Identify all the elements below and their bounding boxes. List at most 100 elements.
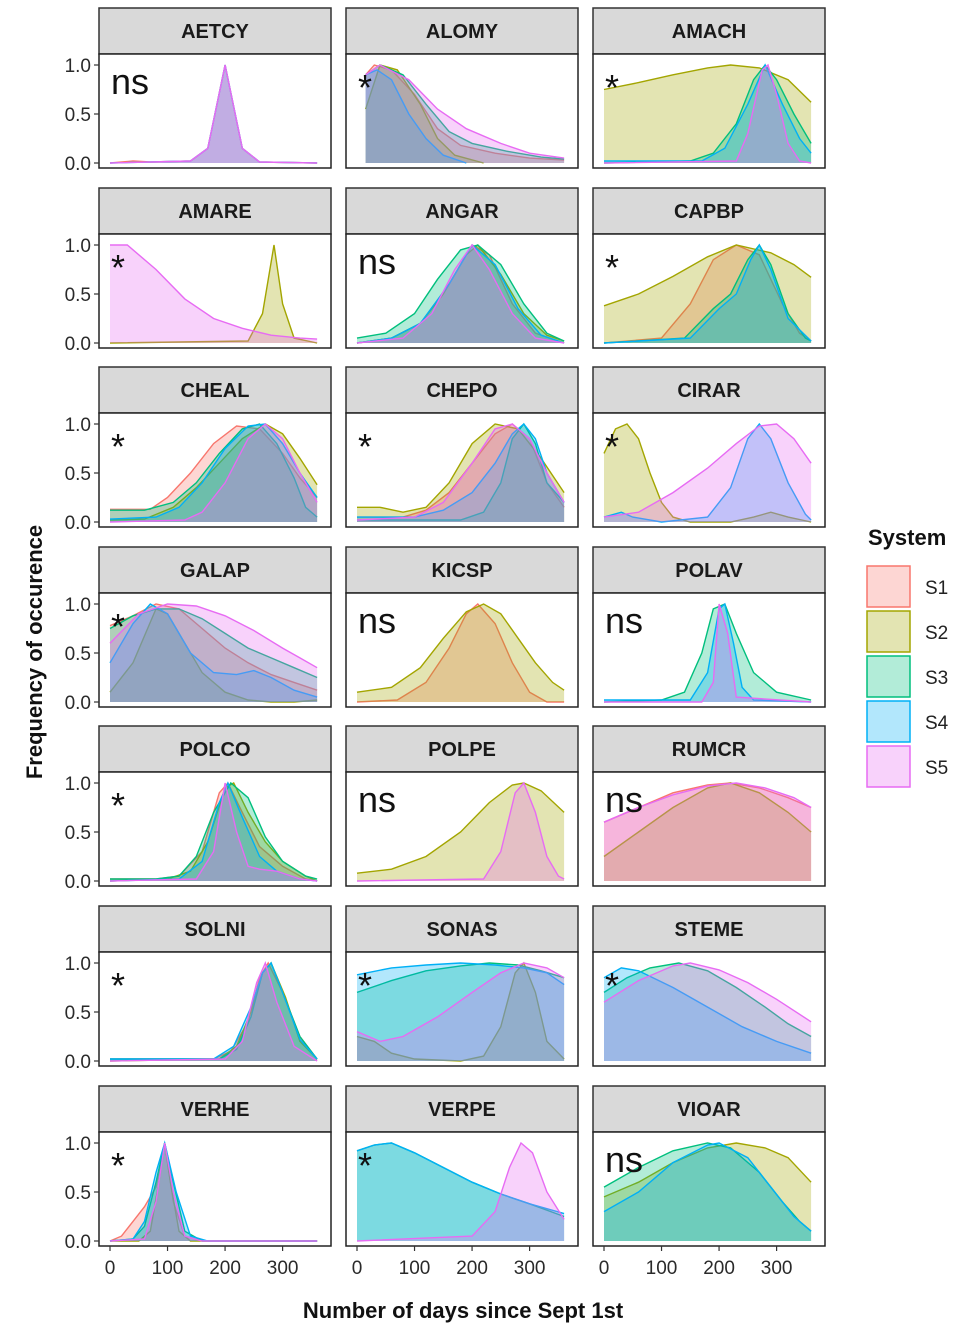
panel-title: POLAV [675, 560, 743, 582]
density-area-s5 [110, 783, 318, 881]
panel-cheal: CHEAL * 0.0 0.5 1.0 [65, 366, 332, 534]
density-line-s4 [110, 961, 318, 1060]
density-area-s2 [604, 1143, 812, 1241]
density-area-s2 [357, 963, 565, 1061]
plot-border [98, 592, 332, 708]
panel-strip [345, 1085, 579, 1133]
series-group [603, 422, 812, 523]
plot-border [345, 412, 579, 528]
plot-background [593, 234, 825, 348]
y-tick-label: 1.0 [65, 595, 91, 616]
series-group [109, 423, 318, 523]
legend-item-s1: S1 [866, 565, 948, 608]
legend: System S1 S2 S3 S4 S5 [866, 525, 949, 788]
panel-strip [345, 905, 579, 953]
plot-border [592, 592, 826, 708]
legend-label: S4 [925, 713, 949, 734]
density-area-s4 [365, 69, 467, 163]
density-line-s5 [604, 603, 812, 703]
x-tick-label: 200 [703, 1258, 735, 1279]
panel-title: KICSP [431, 560, 492, 582]
panel-alomy: ALOMY * [345, 7, 579, 169]
density-line-s1 [110, 425, 318, 510]
panel-strip [98, 187, 332, 235]
significance-label: ns [605, 600, 643, 641]
significance-label: * [358, 1145, 372, 1186]
density-line-s4 [603, 967, 812, 1054]
density-line-s5 [356, 781, 565, 882]
density-area-s5 [110, 424, 318, 522]
significance-label: * [111, 785, 125, 826]
legend-item-s4: S4 [866, 700, 949, 743]
density-area-s4 [357, 245, 565, 343]
y-tick-label: 1.0 [65, 236, 91, 257]
y-tick-label: 0.5 [65, 1183, 91, 1204]
x-tick-label: 100 [152, 1258, 184, 1279]
density-area-s2 [357, 783, 565, 881]
panel-strip [592, 1085, 826, 1133]
density-line-s4 [365, 69, 467, 164]
panel-amach: AMACH * [592, 7, 826, 169]
density-area-s5 [110, 245, 318, 343]
density-area-s5 [604, 963, 812, 1061]
density-line-s4 [356, 962, 565, 986]
density-area-s4 [604, 604, 812, 702]
plot-border [345, 1131, 579, 1247]
density-area-s4 [357, 1143, 565, 1241]
plot-border [98, 951, 332, 1067]
panel-strip [345, 725, 579, 773]
significance-label: * [111, 426, 125, 467]
y-tick-label: 0.0 [65, 154, 91, 175]
density-line-s2 [603, 64, 812, 103]
panel-verhe: VERHE * 0.0 0.5 1.0 0 100 200 300 [65, 1085, 332, 1279]
density-area-s1 [365, 65, 565, 163]
significance-label: * [111, 965, 125, 1006]
plot-background [593, 1132, 825, 1246]
density-line-s3 [110, 781, 318, 880]
density-line-s2 [109, 607, 318, 703]
significance-label: ns [358, 241, 396, 282]
density-area-s3 [110, 963, 318, 1061]
density-line-s2 [356, 961, 565, 1062]
density-area-s5 [357, 1143, 565, 1241]
density-area-s5 [110, 604, 318, 702]
legend-item-s3: S3 [866, 655, 948, 698]
x-tick-label: 100 [646, 1258, 678, 1279]
panel-strip [98, 546, 332, 594]
panel-title: AETCY [181, 21, 249, 43]
series-group [356, 781, 565, 882]
panel-strip [592, 905, 826, 953]
panel-kicsp: KICSP ns [345, 546, 579, 708]
density-line-s5 [603, 63, 812, 164]
series-group [603, 602, 812, 703]
y-tick-label: 0.0 [65, 1052, 91, 1073]
plot-border [98, 1131, 332, 1247]
density-line-s5 [603, 423, 812, 518]
density-area-s3 [357, 1143, 565, 1241]
density-area-s1 [110, 963, 318, 1061]
density-area-s4 [357, 963, 565, 1061]
plot-border [345, 53, 579, 169]
panel-amare: AMARE * 0.0 0.5 1.0 [65, 187, 332, 355]
density-area-s4 [110, 424, 318, 522]
density-line-s3 [110, 423, 318, 518]
legend-label: S2 [925, 623, 948, 644]
y-tick-label: 1.0 [65, 954, 91, 975]
panel-title: CIRAR [677, 380, 741, 402]
panel-title: SONAS [426, 919, 497, 941]
panel-strip [592, 725, 826, 773]
density-line-s5 [356, 423, 565, 521]
plot-border [345, 592, 579, 708]
density-line-s2 [357, 423, 565, 513]
significance-label: * [358, 426, 372, 467]
density-line-s5 [356, 1141, 565, 1242]
panel-sonas: SONAS * [345, 905, 579, 1067]
panel-strip [345, 187, 579, 235]
density-area-s3 [604, 245, 812, 343]
density-line-s2 [356, 603, 565, 693]
density-area-s5 [604, 65, 812, 163]
density-line-s4 [109, 423, 318, 520]
legend-swatch [866, 655, 911, 698]
significance-label: ns [358, 779, 396, 820]
